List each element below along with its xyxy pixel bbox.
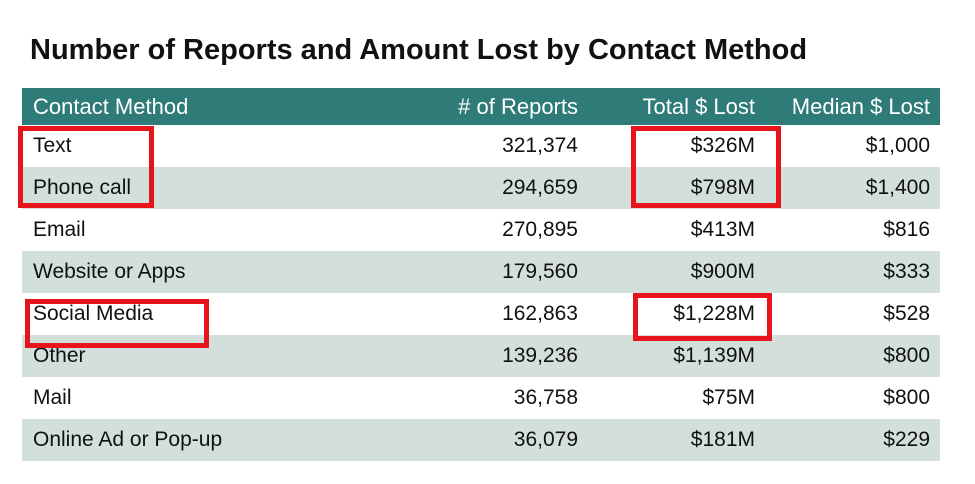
cell-reports: 36,079 bbox=[513, 428, 578, 451]
cell-total-lost: $798M bbox=[690, 176, 755, 199]
chart-title: Number of Reports and Amount Lost by Con… bbox=[30, 34, 808, 66]
table-row: Text 321,374 $326M $1,000 bbox=[22, 125, 940, 167]
cell-median-lost: $800 bbox=[883, 344, 930, 367]
cell-total-lost: $900M bbox=[690, 260, 755, 283]
table-row: Social Media 162,863 $1,228M $528 bbox=[22, 293, 940, 335]
header-contact-method: Contact Method bbox=[33, 93, 189, 119]
cell-reports: 139,236 bbox=[502, 344, 578, 367]
cell-total-lost: $75M bbox=[702, 386, 755, 409]
table-row: Mail 36,758 $75M $800 bbox=[22, 377, 940, 419]
cell-total-lost: $326M bbox=[690, 134, 755, 157]
cell-contact-method: Website or Apps bbox=[33, 260, 186, 283]
cell-total-lost: $181M bbox=[690, 428, 755, 451]
cell-median-lost: $528 bbox=[883, 302, 930, 325]
table-row: Website or Apps 179,560 $900M $333 bbox=[22, 251, 940, 293]
contact-method-table: Contact Method # of Reports Total $ Lost… bbox=[22, 88, 940, 461]
table-row: Other 139,236 $1,139M $800 bbox=[22, 335, 940, 377]
cell-contact-method: Social Media bbox=[33, 302, 154, 325]
header-median-lost: Median $ Lost bbox=[791, 93, 930, 119]
cell-median-lost: $1,400 bbox=[865, 176, 930, 199]
cell-median-lost: $229 bbox=[883, 428, 930, 451]
cell-contact-method: Text bbox=[33, 134, 72, 157]
table-row: Online Ad or Pop-up 36,079 $181M $229 bbox=[22, 419, 940, 461]
table-row: Phone call 294,659 $798M $1,400 bbox=[22, 167, 940, 209]
cell-contact-method: Phone call bbox=[33, 176, 132, 199]
cell-median-lost: $816 bbox=[883, 218, 930, 241]
cell-median-lost: $800 bbox=[883, 386, 930, 409]
cell-total-lost: $1,139M bbox=[673, 344, 755, 367]
cell-contact-method: Online Ad or Pop-up bbox=[33, 428, 223, 451]
cell-contact-method: Mail bbox=[33, 386, 72, 409]
cell-median-lost: $1,000 bbox=[865, 134, 930, 157]
cell-total-lost: $1,228M bbox=[673, 302, 755, 325]
cell-reports: 162,863 bbox=[502, 302, 578, 325]
cell-contact-method: Other bbox=[33, 344, 86, 367]
cell-median-lost: $333 bbox=[883, 260, 930, 283]
cell-contact-method: Email bbox=[33, 218, 86, 241]
table-header-row: Contact Method # of Reports Total $ Lost… bbox=[22, 88, 940, 125]
header-reports: # of Reports bbox=[458, 93, 578, 119]
cell-total-lost: $413M bbox=[690, 218, 755, 241]
header-total-lost: Total $ Lost bbox=[642, 93, 755, 119]
cell-reports: 294,659 bbox=[502, 176, 578, 199]
table-row: Email 270,895 $413M $816 bbox=[22, 209, 940, 251]
cell-reports: 321,374 bbox=[502, 134, 578, 157]
cell-reports: 36,758 bbox=[513, 386, 578, 409]
cell-reports: 179,560 bbox=[502, 260, 578, 283]
cell-reports: 270,895 bbox=[502, 218, 578, 241]
